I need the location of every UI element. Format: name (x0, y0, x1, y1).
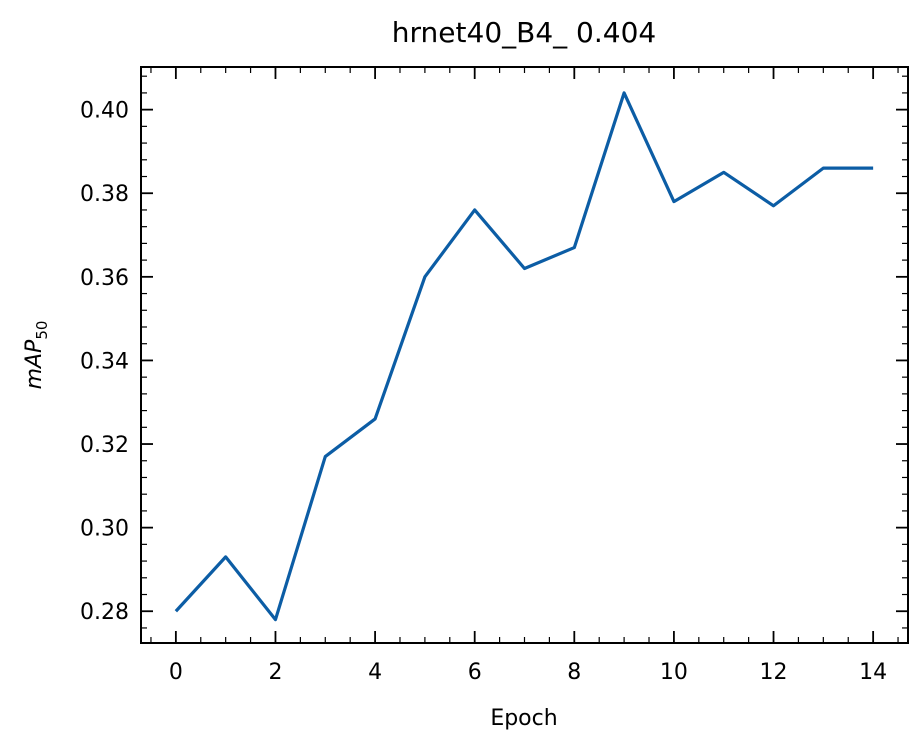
y-axis-label: mAP50 (22, 321, 51, 390)
series-line (174, 91, 874, 622)
axes-frame (140, 66, 909, 644)
x-tick-label: 8 (567, 660, 581, 685)
y-tick-label: 0.38 (80, 182, 129, 207)
y-tick-label: 0.40 (80, 99, 129, 124)
y-tick-label: 0.28 (80, 600, 129, 625)
x-tick-label: 14 (859, 660, 887, 685)
x-tick-label: 10 (660, 660, 688, 685)
x-tick-label: 6 (468, 660, 482, 685)
plot-area: 0 2 4 6 8 10 12 14 0.28 0.30 0.32 0.34 0.36 0.38 0.40 (80, 66, 909, 685)
y-tick-label: 0.30 (80, 517, 129, 542)
y-tick-label: 0.36 (80, 266, 129, 291)
y-tick-label: 0.32 (80, 433, 129, 458)
y-axis-label-subscript: 50 (33, 321, 51, 340)
x-axis-label: Epoch (490, 706, 557, 731)
x-tick-label: 12 (760, 660, 788, 685)
x-tick-label: 4 (368, 660, 382, 685)
chart-title: hrnet40_B4_ 0.404 (392, 16, 656, 49)
x-tick-label: 0 (169, 660, 183, 685)
y-tick-label: 0.34 (80, 349, 129, 374)
x-tick-label: 2 (268, 660, 282, 685)
y-axis-label-main: mAP (22, 339, 47, 389)
